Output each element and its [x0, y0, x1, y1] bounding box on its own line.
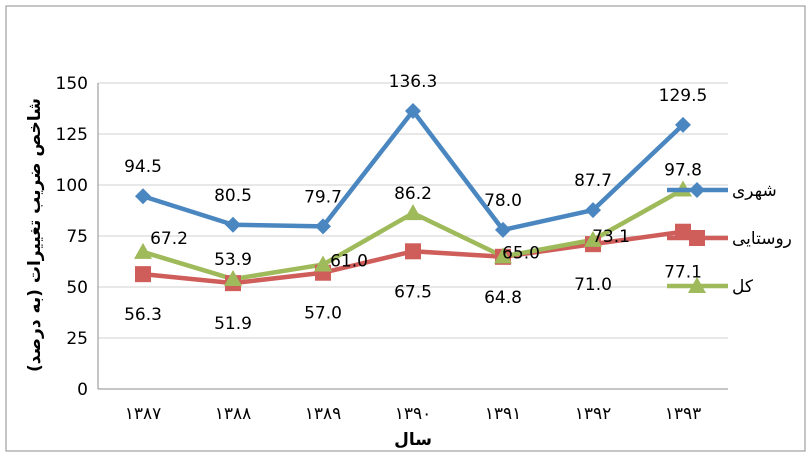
- data-label: 56.3: [124, 305, 162, 325]
- data-label: 79.7: [304, 187, 342, 207]
- data-label: 94.5: [124, 157, 162, 177]
- data-label: 73.1: [592, 227, 630, 247]
- y-tick-label: 0: [77, 380, 88, 400]
- y-tick-label: 125: [56, 125, 88, 145]
- data-point-marker: [135, 266, 151, 283]
- data-point-marker: [315, 218, 331, 235]
- chart-border: [5, 5, 806, 452]
- x-tick-label: ۱۳۹۱: [485, 404, 522, 424]
- y-tick-label: 50: [66, 278, 88, 298]
- data-label: 64.8: [484, 288, 522, 308]
- data-point-marker: [675, 223, 691, 240]
- data-label: 86.2: [394, 184, 432, 204]
- y-tick-label: 25: [66, 329, 88, 349]
- data-point-marker: [404, 204, 422, 221]
- x-tick-label: ۱۳۸۹: [305, 404, 342, 424]
- legend-marker: [689, 182, 705, 198]
- legend: شهری روستایی کل: [667, 181, 792, 297]
- legend-marker: [689, 230, 705, 246]
- data-label: 71.0: [574, 275, 612, 295]
- data-label: 78.0: [484, 191, 522, 211]
- series-markers: [134, 102, 692, 292]
- gridlines: [97, 82, 728, 390]
- y-tick-label: 100: [56, 176, 88, 196]
- legend-label: روستایی: [732, 229, 792, 249]
- y-axis-title: شاخص ضریب تغییرات (به درصد): [25, 98, 45, 372]
- x-tick-label: ۱۳۹۲: [575, 404, 612, 424]
- data-point-marker: [134, 242, 152, 259]
- data-label: 67.2: [150, 229, 188, 249]
- data-point-marker: [675, 116, 691, 133]
- data-label: 97.8: [664, 160, 702, 180]
- y-tick-label: 150: [56, 74, 88, 94]
- x-tick-label: ۱۳۹۳: [665, 404, 702, 424]
- x-axis-ticks: ۱۳۸۷ ۱۳۸۸ ۱۳۸۹ ۱۳۹۰ ۱۳۹۱ ۱۳۹۲ ۱۳۹۳: [125, 404, 702, 424]
- data-point-marker: [224, 270, 242, 287]
- data-label: 53.9: [214, 250, 252, 270]
- data-point-marker: [135, 188, 151, 205]
- data-label: 57.0: [304, 304, 342, 324]
- legend-label: کل: [732, 277, 754, 297]
- x-tick-label: ۱۳۸۷: [125, 404, 162, 424]
- data-label: 67.5: [394, 282, 432, 302]
- y-axis-ticks: 0 25 50 75 100 125 150: [56, 74, 88, 400]
- data-label: 65.0: [502, 243, 540, 263]
- data-point-marker: [495, 221, 511, 238]
- data-point-marker: [405, 102, 421, 119]
- data-point-marker: [405, 243, 421, 260]
- data-label: 51.9: [214, 314, 252, 334]
- data-point-marker: [494, 247, 512, 264]
- data-labels: 94.5 80.5 79.7 136.3 78.0 87.7 129.5 56.3 51.9 57…: [124, 72, 707, 334]
- x-tick-label: ۱۳۹۰: [395, 404, 432, 424]
- data-label: 87.7: [574, 171, 612, 191]
- data-point-marker: [585, 202, 601, 219]
- x-tick-label: ۱۳۸۸: [215, 404, 252, 424]
- data-label: 80.5: [214, 186, 252, 206]
- legend-label: شهری: [732, 181, 777, 201]
- y-tick-label: 75: [66, 227, 88, 247]
- data-label: 129.5: [659, 86, 708, 106]
- legend-marker: [688, 277, 706, 293]
- data-point-marker: [314, 255, 332, 272]
- data-point-marker: [584, 230, 602, 247]
- x-axis-title: سال: [394, 430, 432, 450]
- data-point-marker: [225, 216, 241, 233]
- data-label: 61.0: [330, 252, 368, 272]
- data-label: 136.3: [389, 72, 438, 92]
- data-label: 77.1: [664, 263, 702, 283]
